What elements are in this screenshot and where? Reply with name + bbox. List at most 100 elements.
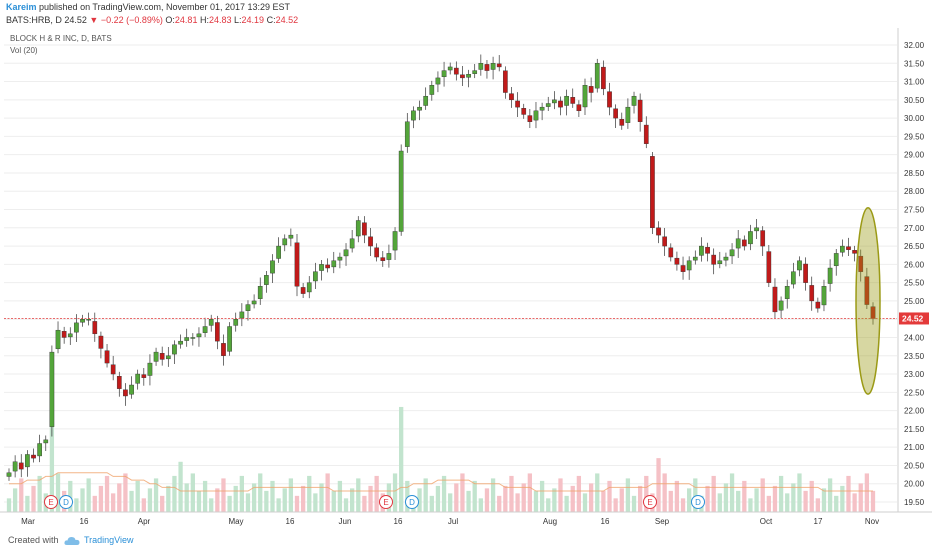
volume-bar bbox=[423, 478, 428, 512]
volume-bar bbox=[196, 490, 202, 512]
candle-body bbox=[723, 256, 729, 261]
volume-bar bbox=[613, 498, 618, 512]
candle-body bbox=[766, 251, 772, 283]
time-tick-label: Apr bbox=[138, 517, 151, 526]
candle-body bbox=[245, 304, 251, 311]
candle-body bbox=[852, 250, 857, 254]
candle-body bbox=[594, 63, 600, 89]
tradingview-brand[interactable]: TradingView bbox=[84, 535, 134, 545]
volume-bar bbox=[821, 488, 827, 512]
volume-bar bbox=[454, 483, 459, 512]
time-tick-label: Aug bbox=[543, 517, 557, 526]
price-tick-label: 25.00 bbox=[904, 297, 925, 306]
candle-body bbox=[208, 319, 214, 326]
volume-bar bbox=[337, 480, 343, 512]
candle-body bbox=[55, 329, 61, 350]
candle-body bbox=[772, 286, 778, 313]
time-tick-label: May bbox=[228, 517, 243, 526]
candle-body bbox=[288, 234, 294, 239]
volume-bar bbox=[809, 480, 814, 512]
candle-body bbox=[521, 108, 527, 115]
volume-bar bbox=[6, 498, 12, 512]
price-tick-label: 19.50 bbox=[904, 498, 925, 507]
candle-body bbox=[159, 353, 165, 360]
candle-body bbox=[251, 300, 257, 305]
symbol-label: BATS:HRB, D bbox=[6, 15, 62, 25]
volume-bar bbox=[129, 490, 134, 512]
price-tick-label: 25.50 bbox=[904, 279, 925, 288]
volume-ma-line bbox=[9, 472, 873, 492]
candle-body bbox=[821, 286, 827, 306]
candle-body bbox=[748, 231, 753, 245]
candle-body bbox=[686, 260, 692, 271]
volume-bar bbox=[80, 488, 85, 512]
series-legend: BLOCK H & R INC, D, BATS bbox=[10, 34, 112, 43]
candle-body bbox=[178, 340, 183, 345]
volume-bar bbox=[834, 495, 839, 512]
volume-bar bbox=[472, 480, 477, 512]
footer-bar: Created with TradingView bbox=[0, 530, 932, 550]
candle-body bbox=[380, 257, 386, 261]
volume-bar bbox=[680, 498, 686, 512]
candle-body bbox=[527, 115, 533, 122]
time-tick-labels: Mar 16 Apr May 16 Jun 16 Jul Aug 16 Sep Oct 17 Nov bbox=[21, 517, 879, 526]
candle-body bbox=[729, 249, 735, 257]
volume-bar bbox=[748, 498, 753, 512]
volume-bar bbox=[858, 483, 863, 512]
price-chart[interactable]: E D E D E D 19.50 20.00 20.50 21.00 21.50 22.00 22.… bbox=[0, 0, 932, 530]
volume-bar bbox=[870, 490, 876, 512]
candle-body bbox=[306, 282, 312, 293]
volume-bar bbox=[668, 490, 673, 512]
candle-body bbox=[478, 63, 484, 70]
candle-body bbox=[343, 249, 349, 257]
high-value: 24.83 bbox=[208, 15, 232, 25]
price-tick-label: 30.50 bbox=[904, 96, 925, 105]
volume-bar bbox=[98, 485, 104, 512]
volume-bar bbox=[638, 485, 643, 512]
candle-body bbox=[147, 362, 153, 376]
volume-bar bbox=[184, 483, 189, 512]
tradingview-cloud-icon bbox=[64, 537, 80, 545]
candle-body bbox=[460, 74, 465, 79]
volume-bar bbox=[515, 493, 520, 512]
volume-bar bbox=[533, 490, 539, 512]
volume-bar bbox=[460, 473, 465, 512]
volume-bar bbox=[601, 490, 606, 512]
volume-bar bbox=[619, 488, 624, 512]
time-tick-label: 16 bbox=[601, 517, 610, 526]
volume-bar bbox=[687, 488, 692, 512]
volume-bar bbox=[778, 475, 784, 512]
price-label-tag: 24.52 bbox=[899, 312, 929, 325]
candle-body bbox=[858, 255, 864, 272]
volume-bar bbox=[399, 406, 404, 512]
price-tick-label: 23.00 bbox=[904, 370, 925, 379]
candle-body bbox=[466, 74, 471, 78]
volume-bar bbox=[723, 483, 729, 512]
candle-body bbox=[533, 110, 539, 121]
volume-bar bbox=[86, 478, 91, 512]
volume-bar bbox=[74, 498, 79, 512]
volume-bar bbox=[570, 485, 575, 512]
candle-body bbox=[570, 97, 576, 104]
volume-bar bbox=[705, 485, 710, 512]
candle-body bbox=[840, 245, 845, 253]
volume-bar bbox=[644, 475, 649, 512]
volume-bar bbox=[117, 483, 122, 512]
candle-body bbox=[325, 264, 330, 269]
candle-body bbox=[74, 322, 79, 333]
price-tick-label: 31.50 bbox=[904, 59, 925, 68]
volume-bar bbox=[160, 495, 165, 512]
candle-body bbox=[214, 322, 220, 342]
earnings-marker bbox=[379, 495, 393, 509]
volume-bar bbox=[123, 473, 128, 512]
event-label: D bbox=[695, 498, 701, 507]
volume-bar bbox=[313, 493, 318, 512]
candle-body bbox=[313, 271, 318, 282]
event-label: E bbox=[48, 498, 53, 507]
candle-body bbox=[815, 301, 821, 309]
published-text: published on TradingView.com, November 0… bbox=[39, 2, 291, 12]
author-link[interactable]: Kareim bbox=[6, 2, 37, 12]
volume-bar bbox=[31, 485, 36, 512]
candle-body bbox=[362, 222, 367, 236]
volume-bar bbox=[742, 480, 747, 512]
